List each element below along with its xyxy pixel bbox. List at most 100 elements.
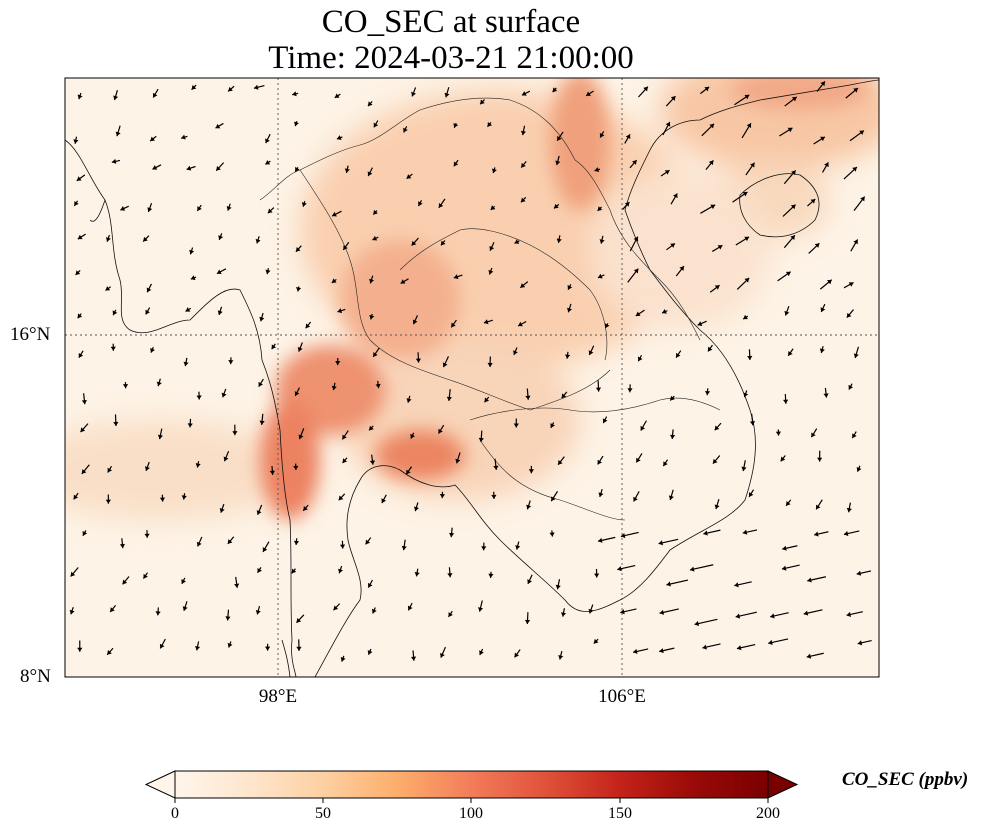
wind-arrow-head: [291, 568, 297, 574]
wind-arrow-head: [697, 321, 703, 326]
wind-arrow-head: [343, 245, 348, 250]
wind-arrow-head: [253, 84, 259, 90]
wind-arrow-head: [856, 570, 862, 576]
wind-arrow-head: [195, 645, 201, 651]
wind-arrow-head: [410, 656, 417, 661]
wind-arrow-head: [444, 92, 450, 98]
wind-arrow-head: [152, 92, 158, 98]
wind-arrow-head: [190, 275, 196, 281]
wind-arrow-head: [155, 611, 161, 616]
wind-arrow-head: [267, 208, 273, 214]
wind-arrow-head: [528, 469, 534, 474]
colorbar-extend-max: [767, 770, 799, 799]
wind-arrow-head: [820, 307, 826, 313]
wind-arrow-head: [555, 160, 561, 166]
wind-arrow-head: [520, 283, 526, 288]
wind-arrow-head: [189, 249, 195, 255]
wind-arrow-head: [784, 310, 790, 316]
wind-arrow-head: [73, 139, 79, 144]
country-borders: [259, 97, 721, 521]
wind-arrow-head: [367, 171, 373, 177]
wind-arrow-head: [781, 565, 787, 571]
wind-arrow-head: [741, 466, 747, 472]
wind-arrow-head: [119, 543, 126, 549]
lon-label-106e: 106°E: [598, 686, 646, 707]
wind-arrow-head: [115, 131, 121, 137]
wind-arrow-head: [181, 579, 186, 584]
wind-arrow-head: [597, 273, 603, 279]
wind-arrow-head: [183, 361, 189, 367]
wind-arrow-head: [292, 91, 297, 97]
wind-arrow-head: [342, 434, 347, 440]
wind-arrow-head: [665, 121, 671, 127]
wind-arrow-head: [107, 650, 112, 655]
wind-arrow-head: [487, 122, 492, 127]
wind-arrow-head: [406, 174, 412, 179]
wind-arrow-head: [555, 584, 561, 590]
wind-arrow-head: [187, 423, 193, 428]
wind-arrow-head: [478, 437, 484, 443]
wind-arrow-head: [782, 545, 787, 551]
wind-arrow-head: [258, 381, 263, 387]
wind-arrow-head: [110, 346, 116, 351]
wind-arrow-head: [400, 279, 406, 284]
wind-arrow-head: [255, 609, 261, 615]
wind-arrow-head: [216, 269, 222, 275]
wind-arrow-head: [112, 310, 118, 316]
wind-arrow-head: [676, 352, 681, 358]
wind-arrow-head: [186, 165, 192, 171]
wind-arrow-head: [791, 96, 797, 102]
wind-arrow-head: [749, 421, 756, 426]
wind-arrow-head: [627, 388, 633, 393]
wind-arrow-head: [643, 86, 648, 92]
wind-arrow-head: [262, 547, 268, 552]
wind-arrow-head: [144, 466, 150, 471]
wind-arrow-head: [786, 501, 791, 506]
wind-arrow-head: [271, 344, 277, 350]
wind-arrow-head: [857, 640, 863, 646]
wind-arrow-head: [216, 165, 221, 171]
wind-arrow-head: [707, 346, 713, 352]
wind-arrow-head: [694, 620, 700, 627]
wind-arrow-head: [819, 348, 825, 353]
wind-arrow-head: [663, 461, 668, 467]
wind-arrow-head: [147, 207, 153, 212]
wind-arrow-head: [339, 544, 346, 549]
wind-arrow-head: [219, 508, 225, 513]
wind-arrow-head: [373, 209, 378, 215]
wind-arrow-head: [595, 387, 602, 392]
wind-arrow-head: [337, 308, 343, 314]
wind-arrow-head: [668, 495, 674, 500]
wind-arrow-head: [438, 428, 443, 434]
wind-arrow-head: [521, 162, 526, 168]
wind-arrow-head: [225, 616, 231, 621]
wind-arrow-head: [816, 504, 821, 510]
wind-arrow-head: [333, 605, 339, 611]
wind-arrow-head: [625, 134, 631, 140]
wind-arrow-head: [182, 606, 188, 611]
wind-arrow-head: [293, 465, 299, 470]
wind-arrow-head: [620, 533, 626, 539]
wind-arrow-head: [365, 539, 371, 545]
wind-arrow-head: [122, 384, 129, 389]
wind-arrow-head: [689, 566, 695, 572]
wind-arrow-head: [633, 648, 638, 654]
wind-arrow-head: [181, 134, 186, 140]
wind-arrow-head: [666, 581, 671, 587]
wind-arrow-head: [401, 545, 407, 551]
wind-arrow-head: [414, 571, 420, 577]
wind-arrow-head: [157, 434, 163, 440]
lon-label-98e: 98°E: [258, 686, 298, 707]
wind-arrow-head: [455, 458, 461, 464]
wind-arrow-head: [259, 316, 265, 322]
wind-arrow-head: [338, 495, 344, 501]
wind-arrow-head: [860, 196, 865, 202]
wind-arrow-head: [215, 123, 221, 129]
wind-arrow-head: [848, 384, 854, 390]
wind-arrow-head: [633, 268, 639, 274]
wind-arrow-head: [635, 311, 641, 316]
wind-arrow-head: [549, 532, 555, 537]
wind-arrow-head: [146, 287, 152, 293]
wind-arrow-head: [372, 235, 378, 241]
wind-arrow-head: [602, 418, 608, 424]
